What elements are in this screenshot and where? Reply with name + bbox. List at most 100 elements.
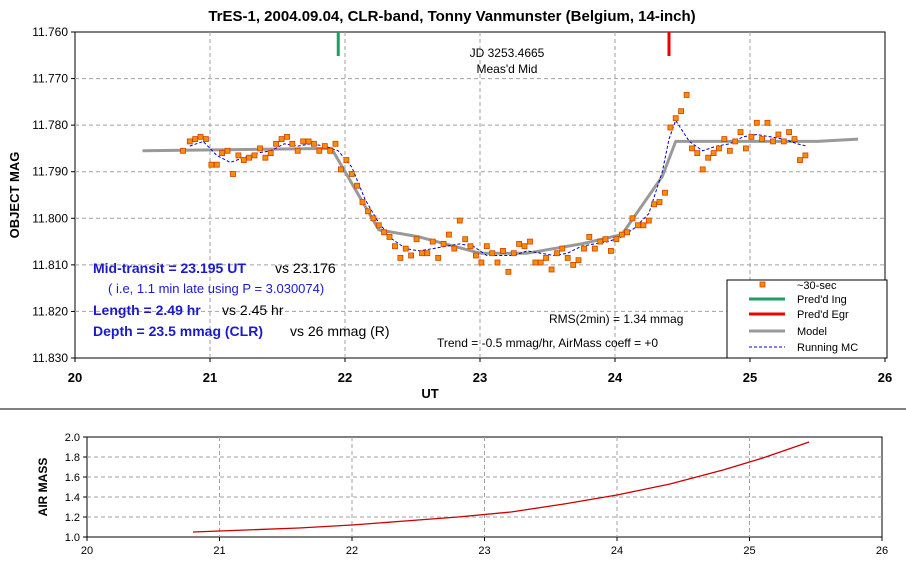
x-tick-label: 25 — [743, 370, 757, 385]
data-point — [208, 161, 215, 168]
data-point — [343, 157, 350, 164]
x-axis-label: UT — [421, 386, 438, 401]
data-point — [710, 150, 717, 157]
data-point — [802, 152, 809, 159]
length-vs: vs 2.45 hr — [222, 302, 284, 318]
data-point — [483, 243, 490, 250]
data-point — [791, 136, 798, 143]
data-point — [705, 154, 712, 161]
data-point — [775, 131, 782, 138]
data-point — [354, 182, 361, 189]
data-point — [543, 254, 549, 261]
data-point — [202, 136, 209, 143]
data-point — [743, 145, 749, 152]
data-point — [235, 152, 242, 159]
airmass-y-tick-label: 2.0 — [65, 432, 80, 444]
airmass-y-tick-label: 1.6 — [65, 472, 80, 484]
airmass-x-tick-label: 25 — [743, 545, 755, 557]
airmass-y-tick-labels: 1.0 1.2 1.4 1.6 1.8 2.0 — [65, 432, 80, 544]
data-point — [224, 147, 231, 154]
x-tick-label: 22 — [338, 370, 352, 385]
airmass-y-axis-label: AIR MASS — [36, 458, 50, 517]
airmass-x-tick-label: 24 — [611, 545, 623, 557]
data-point — [618, 231, 625, 238]
data-point — [262, 154, 269, 161]
y-axis-label: OBJECT MAG — [7, 152, 22, 239]
data-point — [251, 152, 258, 159]
data-point — [408, 252, 415, 259]
data-point — [337, 166, 344, 173]
airmass-x-tick-label: 26 — [876, 545, 888, 557]
data-point — [570, 261, 577, 268]
data-point — [635, 222, 641, 229]
data-point — [402, 245, 409, 252]
airmass-line — [192, 441, 810, 533]
x-tick-label: 23 — [473, 370, 487, 385]
data-point — [510, 250, 517, 257]
data-point — [559, 245, 566, 252]
data-point — [300, 138, 307, 145]
data-point — [672, 115, 679, 122]
legend-label-points: ~30-sec — [797, 280, 837, 292]
airmass-x-tick-label: 21 — [213, 545, 225, 557]
y-tick-label: 11.800 — [32, 211, 68, 225]
data-point — [180, 147, 186, 154]
legend-label-egress: Pred'd Egr — [797, 309, 849, 321]
x-tick-label: 24 — [608, 370, 623, 385]
data-point — [629, 215, 636, 222]
data-point — [413, 236, 420, 243]
data-point — [716, 145, 722, 152]
data-point — [197, 133, 204, 140]
data-point — [230, 171, 236, 177]
data-point — [753, 119, 760, 126]
data-point — [667, 124, 674, 131]
legend-swatch-points — [759, 281, 766, 288]
legend: ~30-sec Pred'd Ing Pred'd Egr Model Runn… — [726, 279, 888, 359]
depth-text: Depth = 23.5 mmag (CLR) — [93, 323, 263, 339]
data-point — [516, 240, 522, 247]
predicted-markers — [336, 32, 671, 56]
data-point — [365, 208, 371, 215]
data-point — [257, 145, 263, 152]
data-point — [564, 254, 571, 261]
data-point — [327, 147, 334, 154]
y-tick-label: 11.780 — [32, 118, 68, 132]
data-point — [219, 150, 226, 157]
data-point — [305, 138, 312, 145]
airmass-x-tick-labels: 20 21 22 23 24 25 26 — [81, 545, 888, 557]
data-point — [500, 247, 506, 254]
x-tick-label: 21 — [203, 370, 217, 385]
legend-label-ingress: Pred'd Ing — [797, 294, 847, 306]
airmass-gridlines — [83, 436, 883, 541]
data-point — [213, 161, 220, 168]
data-point — [591, 245, 598, 252]
data-point — [246, 154, 253, 161]
data-point — [397, 254, 404, 261]
airmass-y-tick-label: 1.0 — [65, 532, 80, 544]
data-point — [310, 140, 317, 147]
data-point — [586, 233, 593, 240]
data-point — [332, 140, 339, 147]
data-point — [445, 231, 452, 238]
data-point — [321, 143, 328, 150]
data-point — [645, 217, 652, 224]
data-point — [748, 133, 755, 140]
data-point — [505, 268, 512, 275]
data-point — [440, 240, 447, 247]
main-x-tick-labels: 20 21 22 23 24 25 26 — [68, 370, 892, 385]
jd-annotation: JD 3253.4665 — [470, 46, 545, 60]
rms-text: RMS(2min) = 1.34 mmag — [549, 312, 683, 326]
data-point — [489, 250, 496, 257]
data-point — [678, 108, 684, 115]
data-point — [267, 150, 274, 157]
data-point — [392, 243, 398, 250]
data-point — [656, 199, 663, 205]
data-point — [527, 238, 533, 245]
x-tick-label: 20 — [68, 370, 82, 385]
data-point — [726, 147, 733, 154]
running-mc-line — [189, 119, 807, 257]
y-tick-label: 11.770 — [32, 72, 68, 86]
data-point — [386, 233, 393, 240]
airmass-y-tick-label: 1.8 — [65, 452, 80, 464]
